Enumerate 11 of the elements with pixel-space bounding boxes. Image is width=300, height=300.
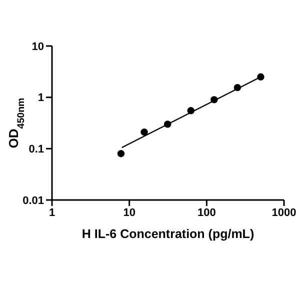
y-tick-label: 10 xyxy=(32,40,44,53)
y-tick-label: 1 xyxy=(38,92,44,104)
x-tick-label: 1000 xyxy=(272,206,296,219)
y-tick-label: 0.01 xyxy=(22,194,44,207)
y-tick-label: 0.1 xyxy=(28,144,44,156)
x-axis-title: H IL-6 Concentration (pg/mL) xyxy=(82,227,254,241)
point xyxy=(140,128,148,136)
x-tick-label: 100 xyxy=(197,206,216,219)
point xyxy=(117,150,125,158)
x-tick-label: 1 xyxy=(48,206,56,219)
x-tick-label: 10 xyxy=(123,206,136,219)
